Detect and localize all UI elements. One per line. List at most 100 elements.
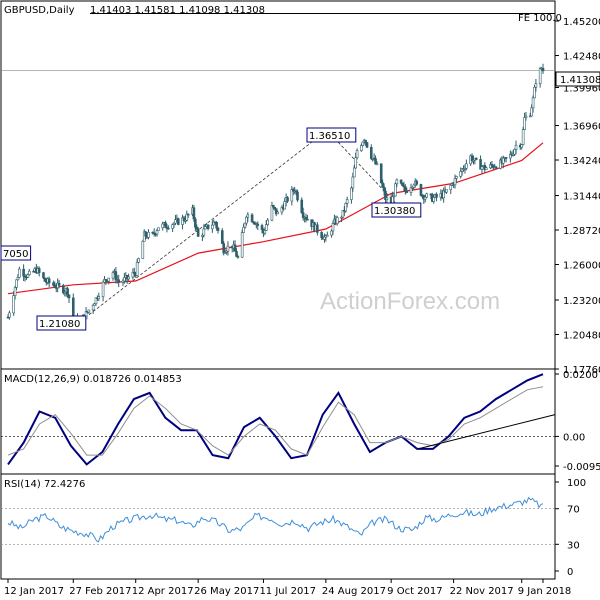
candle-body bbox=[365, 142, 369, 148]
candle-body bbox=[320, 232, 323, 238]
x-tick-label: 9 Oct 2017 bbox=[387, 586, 442, 597]
candle-body bbox=[15, 279, 18, 288]
candle-body bbox=[215, 222, 218, 229]
candle-body bbox=[395, 179, 399, 185]
candle-body bbox=[465, 163, 468, 169]
candle-body bbox=[335, 217, 339, 224]
candle-body bbox=[194, 218, 197, 228]
candle-body bbox=[53, 284, 57, 288]
rsi-panel bbox=[0, 473, 556, 580]
candle-body bbox=[27, 270, 31, 275]
candle-body bbox=[104, 279, 108, 281]
candle-body bbox=[16, 277, 20, 281]
candle-body bbox=[296, 191, 299, 201]
candle-body bbox=[479, 159, 482, 170]
x-tick-label: 12 Apr 2017 bbox=[132, 586, 194, 597]
candle-body bbox=[164, 222, 167, 228]
candle-body bbox=[174, 219, 177, 224]
rsi-tick-label: 30 bbox=[567, 540, 580, 551]
candle-body bbox=[273, 206, 277, 209]
candle-body bbox=[534, 83, 538, 88]
price-tick-label: 1.36960 bbox=[563, 122, 600, 133]
candle-body bbox=[220, 230, 224, 244]
macd-tick-label: -0.009507 bbox=[563, 462, 600, 473]
candle-body bbox=[412, 184, 416, 188]
candle-body bbox=[324, 235, 328, 238]
price-tick-label: 1.42480 bbox=[563, 52, 600, 63]
candle-body bbox=[301, 212, 305, 218]
candle-body bbox=[520, 144, 524, 148]
candle-body bbox=[401, 183, 404, 187]
pivot-label: 7050 bbox=[3, 249, 28, 260]
candle-body bbox=[135, 261, 139, 276]
candle-body bbox=[260, 225, 264, 230]
price-tick-label: 1.20480 bbox=[563, 331, 600, 342]
candle-body bbox=[276, 211, 279, 215]
candle-body bbox=[374, 158, 377, 165]
candle-body bbox=[196, 228, 200, 237]
candle-body bbox=[256, 223, 260, 226]
candle-body bbox=[480, 166, 484, 170]
candle-body bbox=[331, 223, 335, 232]
x-tick-label: 9 Jan 2018 bbox=[518, 586, 572, 597]
candle-body bbox=[37, 268, 41, 273]
candle-body bbox=[404, 186, 407, 192]
candle-body bbox=[425, 193, 428, 198]
candle-body bbox=[459, 171, 462, 177]
candle-body bbox=[87, 309, 91, 313]
pivot-label-box bbox=[0, 245, 32, 261]
price-tick-label: 1.39960 bbox=[563, 83, 600, 94]
candle-body bbox=[415, 180, 419, 185]
rsi-line bbox=[1, 496, 555, 545]
candle-body bbox=[272, 205, 275, 208]
candle-body bbox=[361, 141, 365, 146]
candle-body bbox=[202, 228, 206, 236]
candle-body bbox=[300, 199, 304, 213]
rsi-tick-label: 0 bbox=[567, 567, 573, 578]
rsi-axis: 100 70 30 0 bbox=[555, 478, 586, 578]
price-axis: 1.45200 1.42480 1.39960 1.36960 1.34240 1.314… bbox=[555, 17, 600, 376]
candle-body bbox=[423, 196, 427, 200]
candle-body bbox=[514, 144, 518, 150]
trendline-dashed bbox=[73, 130, 327, 328]
candle-body bbox=[325, 234, 329, 237]
candle-body bbox=[246, 214, 250, 218]
fe-label: FE 100.0 bbox=[518, 13, 562, 24]
pivot-label-box bbox=[306, 127, 357, 143]
candle-body bbox=[364, 139, 367, 143]
moving-average-line bbox=[7, 142, 544, 295]
candle-body bbox=[399, 179, 403, 184]
candle-body bbox=[123, 277, 126, 282]
candle-body bbox=[513, 149, 516, 155]
candle-body bbox=[211, 224, 214, 230]
candle-body bbox=[270, 205, 274, 221]
candle-body bbox=[235, 250, 238, 257]
candle-body bbox=[240, 232, 244, 258]
candle-body bbox=[203, 226, 207, 230]
candle-body bbox=[13, 287, 17, 296]
macd-line bbox=[7, 373, 544, 466]
watermark: ActionForex.com bbox=[320, 288, 500, 315]
candle-body bbox=[176, 218, 180, 225]
price-tick-label: 1.45200 bbox=[563, 17, 600, 28]
candle-body bbox=[26, 274, 30, 278]
candle-body bbox=[351, 176, 355, 189]
candle-body bbox=[43, 277, 47, 282]
candle-body bbox=[71, 297, 75, 318]
candle-body bbox=[385, 197, 389, 200]
macd-lines bbox=[1, 373, 556, 466]
candle-body bbox=[323, 236, 326, 240]
x-tick-label: 11 Jul 2017 bbox=[259, 586, 316, 597]
candle-body bbox=[449, 184, 453, 190]
ohlc-label: 1.41403 1.41581 1.41098 1.41308 bbox=[90, 5, 265, 16]
candle-body bbox=[344, 203, 348, 212]
pivot-label: 1.30380 bbox=[374, 206, 415, 217]
candle-body bbox=[290, 189, 294, 202]
candle-body bbox=[192, 207, 196, 220]
candle-body bbox=[242, 226, 245, 233]
candle-body bbox=[286, 197, 289, 202]
candle-body bbox=[250, 214, 254, 223]
candle-body bbox=[57, 282, 61, 286]
candle-body bbox=[442, 190, 445, 199]
